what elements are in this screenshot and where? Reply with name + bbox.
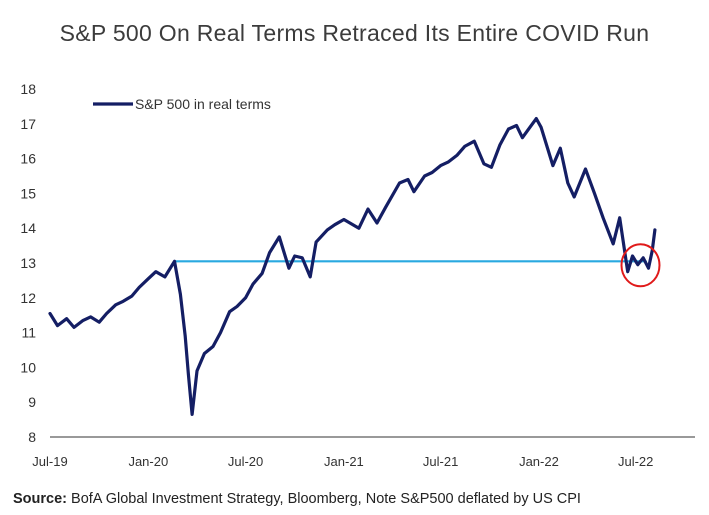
y-tick-label: 14 [20,220,36,236]
x-tick-label: Jan-20 [128,454,168,469]
x-axis-tick-labels: Jul-19 Jan-20 Jul-20 Jan-21 Jul-21 Jan-22 Jul-… [32,454,653,469]
x-tick-label: Jan-21 [324,454,364,469]
x-tick-label: Jul-22 [618,454,653,469]
y-tick-label: 18 [20,81,36,97]
series-layer [48,117,657,416]
y-tick-label: 16 [20,151,36,167]
x-tick-label: Jan-22 [519,454,559,469]
chart-title: S&P 500 On Real Terms Retraced Its Entir… [59,20,650,46]
source-note: Source: BofA Global Investment Strategy,… [13,491,581,507]
y-tick-label: 8 [28,429,36,445]
source-label: Source: [13,491,67,507]
y-tick-label: 9 [28,394,36,410]
source-text: BofA Global Investment Strategy, Bloombe… [67,491,581,507]
annotation-layer [620,243,661,288]
x-tick-label: Jul-21 [423,454,458,469]
legend-label: S&P 500 in real terms [135,96,271,112]
y-tick-label: 13 [20,255,36,271]
y-tick-label: 15 [20,185,36,201]
x-tick-label: Jul-19 [32,454,67,469]
y-tick-label: 17 [20,116,36,132]
series-line-sp500-real [48,117,657,416]
y-tick-label: 12 [20,290,36,306]
annotation-circle [620,243,661,288]
y-tick-label: 11 [21,325,36,341]
y-axis-tick-labels: 8 9 10 11 12 13 14 15 16 17 18 [20,81,36,445]
legend: S&P 500 in real terms [93,96,271,112]
x-tick-label: Jul-20 [228,454,263,469]
y-tick-label: 10 [20,359,36,375]
